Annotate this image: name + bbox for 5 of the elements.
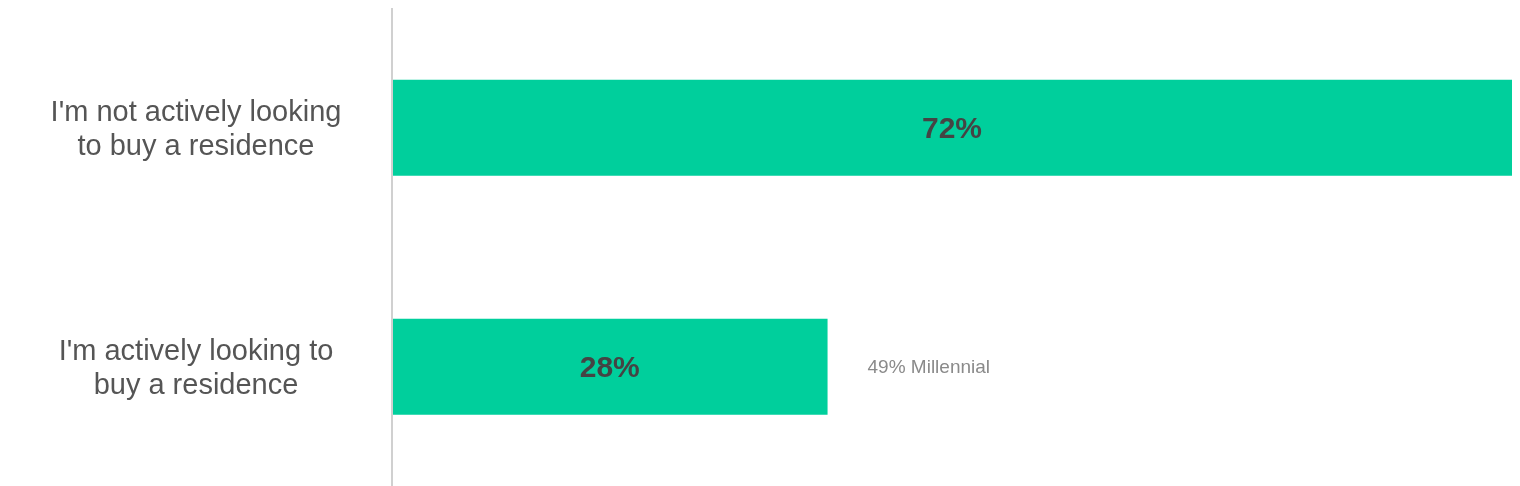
y-tick-label: I'm actively looking to buy a residence	[58, 333, 334, 400]
data-label: 28%	[579, 350, 640, 384]
y-tick-label: I'm not actively looking to buy a residence	[50, 94, 342, 161]
data-label: 72%	[921, 111, 983, 145]
annotation: 49% Millennial	[867, 356, 991, 378]
